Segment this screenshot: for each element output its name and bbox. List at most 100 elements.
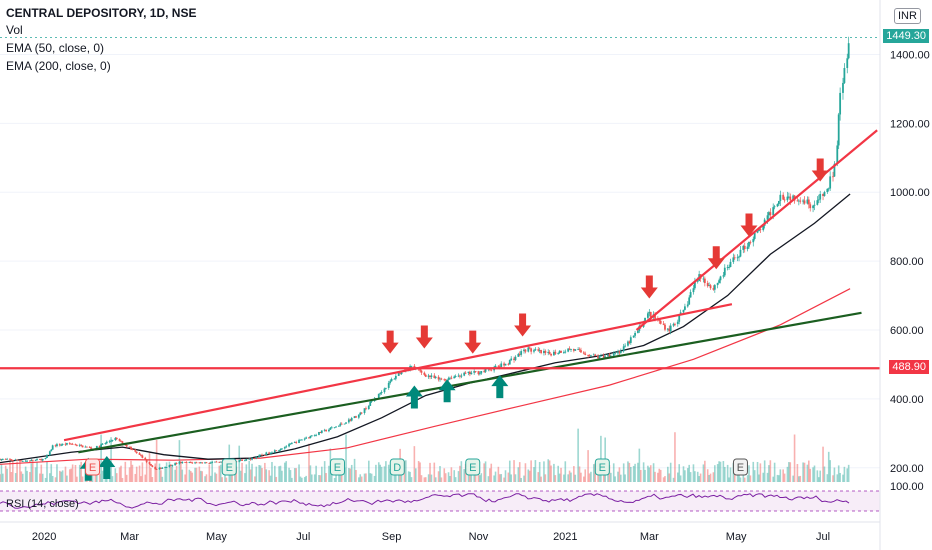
rsi-band <box>0 491 880 511</box>
volume-bar <box>588 473 591 482</box>
candle-body <box>56 444 58 447</box>
volume-bar <box>249 469 252 482</box>
candle-body <box>837 114 840 146</box>
currency-badge[interactable]: INR <box>894 8 921 24</box>
candle-body <box>600 355 602 357</box>
volume-bar <box>722 461 725 482</box>
candle-body <box>380 392 383 394</box>
volume-bar <box>819 470 821 482</box>
candle-body <box>333 427 336 429</box>
volume-bar <box>628 462 631 482</box>
volume-bar <box>487 476 490 482</box>
volume-bar <box>679 475 682 482</box>
volume-bar <box>667 466 669 482</box>
candle-body <box>81 445 84 448</box>
volume-bar <box>719 461 722 482</box>
candle-body <box>627 341 629 346</box>
candle-body <box>128 446 131 448</box>
volume-bar <box>567 474 569 482</box>
volume-bar <box>245 464 248 482</box>
volume-bar <box>723 466 726 482</box>
candle-body <box>184 461 187 463</box>
time-tick-label: Nov <box>469 531 489 543</box>
candle-body <box>823 192 826 196</box>
volume-bar <box>323 461 326 482</box>
candle-body <box>160 467 162 469</box>
volume-bar <box>817 477 820 482</box>
candle-body <box>674 323 676 325</box>
candle-body <box>154 467 157 470</box>
candle-body <box>672 323 675 326</box>
volume-bar <box>494 471 497 482</box>
volume-bar <box>303 477 306 482</box>
candle-body <box>383 388 386 393</box>
candle-body <box>168 465 171 468</box>
candle-body <box>682 309 685 313</box>
price-tick-label: 400.00 <box>890 394 924 406</box>
ema50-legend[interactable]: EMA (50, close, 0) <box>6 41 105 55</box>
volume-bar <box>708 474 710 482</box>
volume-bar <box>130 460 132 482</box>
candle-body <box>181 461 184 464</box>
candle-body <box>459 375 461 377</box>
candle-body <box>353 416 356 419</box>
volume-bar <box>135 466 138 482</box>
volume-bar <box>580 472 582 482</box>
candle-body <box>538 350 541 351</box>
candle-body <box>323 429 326 431</box>
candle-body <box>68 443 71 444</box>
volume-bar <box>699 473 702 482</box>
candle-body <box>144 457 147 460</box>
candle-body <box>131 449 134 450</box>
trendlines[interactable] <box>0 129 880 454</box>
volume-bar <box>437 471 440 482</box>
volume-bar <box>51 476 54 482</box>
candle-body <box>634 332 636 336</box>
candle-body <box>688 297 691 305</box>
chart-title: CENTRAL DEPOSITORY, 1D, NSE <box>6 6 197 20</box>
candle-body <box>98 445 101 448</box>
volume-bar <box>2 473 4 482</box>
candle-body <box>214 461 216 463</box>
candle-body <box>696 280 699 282</box>
volume-bar <box>66 475 68 482</box>
volume-bar <box>20 471 23 482</box>
candle-body <box>100 444 103 448</box>
volume-bar <box>248 460 250 482</box>
candle-body <box>10 459 13 461</box>
candle-body <box>474 371 477 372</box>
volume-legend[interactable]: Vol <box>6 23 23 37</box>
volume-bar <box>349 468 352 482</box>
candle-body <box>26 460 28 462</box>
candle-body <box>104 443 107 444</box>
candle-body <box>440 378 443 380</box>
volume-bar <box>517 467 520 482</box>
volume-bar <box>694 471 696 482</box>
volume-bar <box>131 464 134 482</box>
candle-body <box>295 442 298 443</box>
candle-body <box>208 463 211 464</box>
candle-body <box>339 423 342 426</box>
volume-bar <box>809 468 812 482</box>
candle-body <box>738 256 740 258</box>
candle-body <box>574 349 577 351</box>
candle-body <box>463 372 466 376</box>
rsi-legend[interactable]: RSI (14, close) <box>6 498 79 510</box>
candle-body <box>433 375 436 378</box>
ema200-legend[interactable]: EMA (200, close, 0) <box>6 59 111 73</box>
volume-bar <box>24 466 27 482</box>
volume-bar <box>21 473 24 482</box>
candle-body <box>245 459 248 461</box>
volume-bar <box>686 468 689 482</box>
volume-bar <box>234 472 236 482</box>
volume-bar <box>447 472 450 482</box>
candle-body <box>517 353 520 357</box>
candle-body <box>249 458 252 460</box>
candle-body <box>61 443 64 445</box>
volume-bar <box>523 475 525 482</box>
volume-bar <box>430 474 433 482</box>
volume-bar <box>842 474 844 482</box>
candle-body <box>628 341 631 343</box>
